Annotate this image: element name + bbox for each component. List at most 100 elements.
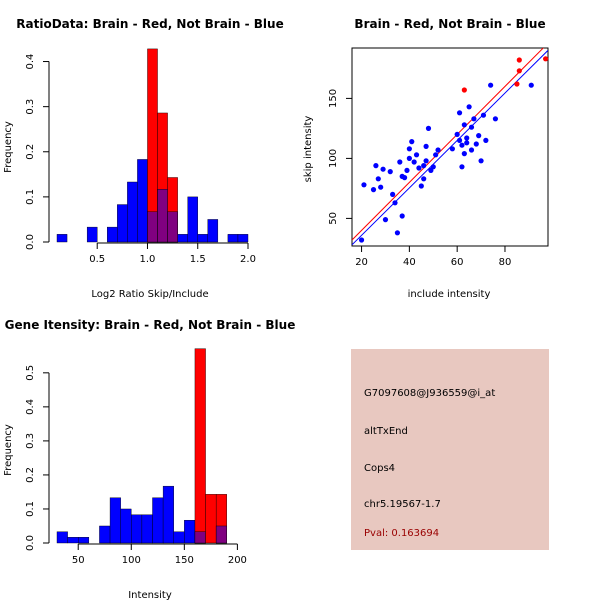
scatter-point-not-brain bbox=[382, 217, 389, 223]
gene-histogram-title: Gene Itensity: Brain - Red, Not Brain - … bbox=[5, 318, 296, 332]
scatter-point-not-brain bbox=[480, 112, 487, 118]
fit-line-red bbox=[352, 48, 544, 241]
bar-not-brain-10 bbox=[162, 485, 174, 544]
scatter-point-not-brain bbox=[361, 182, 367, 188]
scatter-point-not-brain bbox=[464, 140, 470, 146]
ratio-histogram-title: RatioData: Brain - Red, Not Brain - Blue bbox=[16, 17, 283, 31]
gene-histogram-ylabel: Frequency bbox=[3, 424, 14, 476]
bar-not-brain-12 bbox=[184, 519, 196, 544]
x-tick-label: 1.5 bbox=[190, 254, 206, 265]
scatter-point-not-brain bbox=[478, 158, 484, 164]
scatter-point-not-brain bbox=[392, 200, 398, 206]
event-type-text: altTxEnd bbox=[364, 426, 408, 437]
y-tick-label: 0.0 bbox=[25, 234, 36, 250]
x-tick-label: 2.0 bbox=[240, 254, 256, 265]
bar-not-brain-4 bbox=[99, 525, 111, 544]
ratio-histogram-xlabel: Log2 Ratio Skip/Include bbox=[91, 289, 208, 300]
bar-not-brain-13 bbox=[187, 196, 198, 243]
bar-not-brain-6 bbox=[117, 204, 128, 243]
gene-histogram-axes bbox=[48, 372, 238, 545]
ratio-histogram-axes bbox=[48, 61, 248, 244]
y-tick-label: 50 bbox=[328, 212, 339, 225]
ratio-histogram-bars bbox=[56, 48, 249, 243]
scatter-point-not-brain bbox=[399, 213, 405, 219]
scatter-point-not-brain bbox=[492, 116, 499, 122]
x-tick-label: 20 bbox=[355, 257, 368, 268]
bar-not-brain-7 bbox=[131, 514, 143, 544]
bar-not-brain-8 bbox=[141, 514, 153, 544]
y-tick-label: 0.1 bbox=[25, 501, 36, 517]
bar-not-brain-6 bbox=[120, 508, 132, 544]
scatter-point-not-brain bbox=[370, 187, 377, 193]
scatter-point-not-brain bbox=[409, 139, 415, 145]
scatter-point-not-brain bbox=[435, 147, 441, 153]
scatter-point-not-brain bbox=[423, 158, 429, 164]
bar-not-brain-0 bbox=[56, 234, 68, 243]
scatter-point-not-brain bbox=[468, 147, 475, 153]
bar-not-brain-17 bbox=[227, 234, 239, 243]
scatter-title: Brain - Red, Not Brain - Blue bbox=[354, 17, 545, 31]
scatter-point-not-brain bbox=[449, 146, 455, 152]
scatter-point-not-brain bbox=[406, 155, 412, 161]
gene-histogram-bars bbox=[56, 348, 227, 544]
location-text: chr5.19567-1.7 bbox=[364, 499, 441, 510]
scatter-point-not-brain bbox=[425, 125, 432, 131]
bar-not-brain-18 bbox=[237, 234, 249, 243]
ratio-histogram-ticks: 0.5 1.0 1.5 2.0 0.0 0.1 0.2 0.3 0.4 bbox=[25, 54, 256, 265]
scatter-point-not-brain bbox=[461, 122, 467, 128]
bar-not-brain-5 bbox=[107, 226, 118, 243]
scatter-point-not-brain bbox=[464, 135, 470, 141]
scatter-point-not-brain bbox=[358, 237, 365, 243]
fit-line-blue bbox=[352, 50, 548, 246]
y-tick-label: 0.4 bbox=[25, 399, 36, 415]
scatter-ticks: 20 40 60 80 50 100 150 bbox=[328, 89, 511, 268]
scatter-point-not-brain bbox=[473, 141, 479, 147]
bar-overlap-10 bbox=[157, 189, 168, 243]
ratio-histogram-panel: RatioData: Brain - Red, Not Brain - Blue… bbox=[3, 17, 284, 300]
scatter-point-not-brain bbox=[476, 133, 482, 139]
scatter-point-brain bbox=[516, 57, 522, 63]
scatter-point-not-brain bbox=[456, 137, 463, 143]
scatter-point-not-brain bbox=[404, 167, 410, 173]
x-tick-label: 60 bbox=[451, 257, 464, 268]
scatter-point-not-brain bbox=[456, 110, 463, 116]
bar-not-brain-9 bbox=[152, 497, 164, 544]
y-tick-label: 0.1 bbox=[25, 189, 36, 205]
x-tick-label: 150 bbox=[175, 555, 194, 566]
gene-histogram-panel: Gene Itensity: Brain - Red, Not Brain - … bbox=[3, 318, 295, 600]
scatter-point-not-brain bbox=[397, 159, 403, 165]
scatter-point-not-brain bbox=[375, 176, 381, 182]
gene-histogram-ticks: 50 100 150 200 0.0 0.1 0.2 0.3 0.4 0.5 bbox=[25, 365, 247, 566]
y-tick-label: 100 bbox=[328, 149, 339, 168]
bar-brain-14 bbox=[205, 494, 217, 544]
scatter-point-not-brain bbox=[459, 164, 465, 170]
scatter-point-not-brain bbox=[421, 176, 427, 182]
scatter-point-not-brain bbox=[459, 142, 465, 148]
scatter-point-not-brain bbox=[390, 191, 396, 197]
intensity-scatter-panel: Brain - Red, Not Brain - Blue include in… bbox=[303, 17, 549, 300]
scatter-point-not-brain bbox=[483, 137, 489, 143]
scatter-point-not-brain bbox=[373, 163, 379, 169]
bar-not-brain-1 bbox=[67, 537, 79, 544]
bar-overlap-11 bbox=[167, 211, 178, 243]
x-tick-label: 1.0 bbox=[140, 254, 156, 265]
scatter-point-not-brain bbox=[421, 163, 427, 169]
bar-overlap-13 bbox=[194, 531, 206, 544]
bar-not-brain-2 bbox=[78, 537, 90, 544]
scatter-point-brain bbox=[514, 81, 520, 87]
scatter-ylabel: skip intensity bbox=[303, 116, 314, 183]
bar-brain-13 bbox=[194, 348, 206, 544]
bar-not-brain-5 bbox=[109, 497, 121, 544]
scatter-xlabel: include intensity bbox=[408, 289, 491, 300]
x-tick-label: 50 bbox=[72, 555, 85, 566]
scatter-point-brain bbox=[516, 68, 522, 74]
scatter-point-not-brain bbox=[471, 116, 477, 122]
bar-not-brain-8 bbox=[137, 159, 148, 243]
scatter-point-not-brain bbox=[406, 146, 412, 152]
bar-not-brain-0 bbox=[56, 531, 68, 544]
bar-not-brain-15 bbox=[207, 219, 219, 243]
scatter-point-not-brain bbox=[454, 131, 460, 137]
bar-not-brain-11 bbox=[173, 531, 185, 544]
scatter-point-brain bbox=[543, 56, 549, 62]
